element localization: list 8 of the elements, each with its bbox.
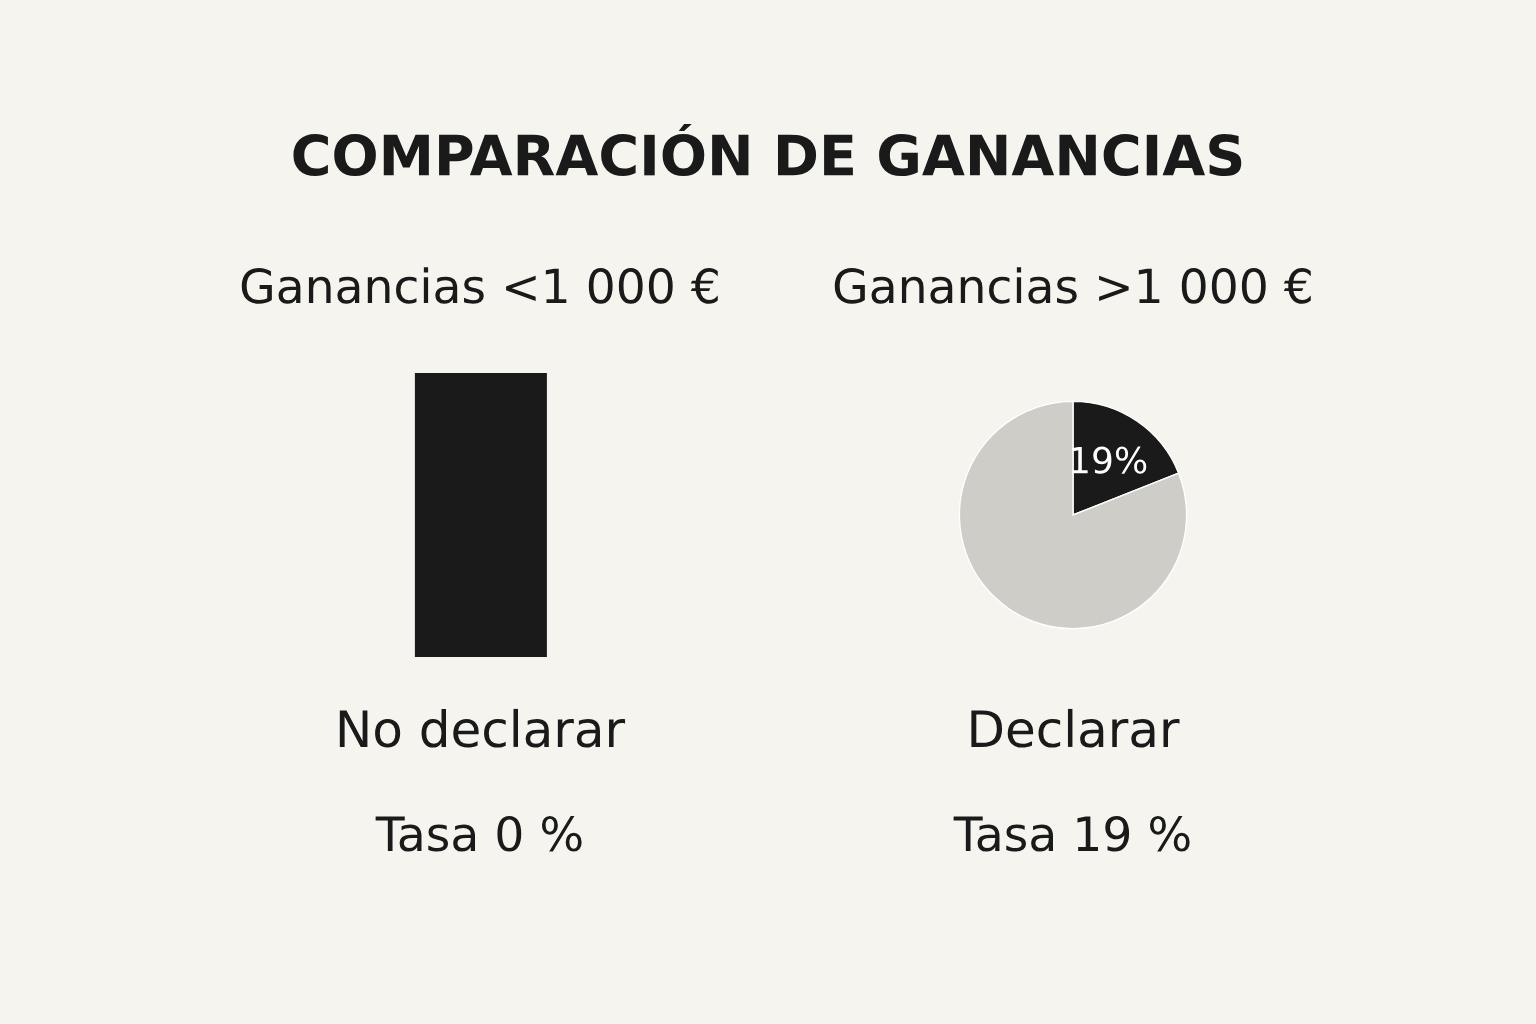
- text: Tasa 0 %: [375, 815, 582, 852]
- text: Tasa 19 %: [953, 815, 1190, 852]
- text: COMPARACIÓN DE GANANCIAS: [293, 123, 1242, 177]
- pie-slice: [958, 400, 1188, 630]
- chart-title: Ganancias >1 000 €: [834, 267, 1311, 304]
- text: No declarar: [339, 708, 626, 748]
- text: Declarar: [971, 708, 1180, 748]
- text: Ganancias <1 000 €: [241, 267, 718, 304]
